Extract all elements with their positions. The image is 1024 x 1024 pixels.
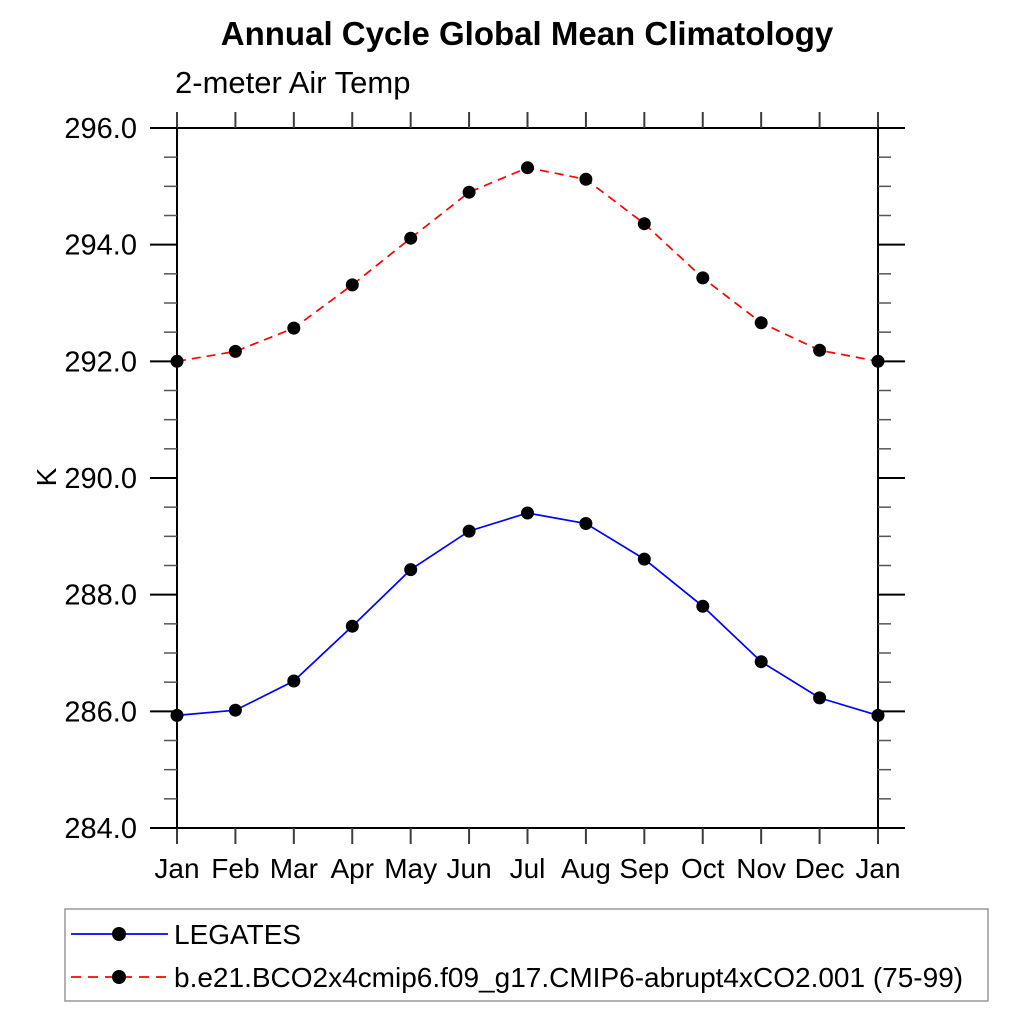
y-tick-label: 286.0 — [64, 696, 137, 728]
legend-box — [64, 908, 989, 1002]
plot-border — [176, 127, 879, 829]
y-tick-label: 290.0 — [64, 463, 137, 495]
x-tick-label: Nov — [736, 853, 786, 884]
data-point-marker — [170, 354, 184, 368]
legend-label-legates: LEGATES — [174, 919, 301, 950]
x-tick-label: Feb — [211, 853, 259, 884]
x-tick-label: Apr — [330, 853, 374, 884]
data-point-marker — [813, 343, 827, 357]
data-point-marker — [404, 231, 418, 245]
data-point-marker — [871, 354, 885, 368]
plot-series — [170, 161, 885, 722]
data-point-marker — [462, 185, 476, 199]
y-tick-label: 294.0 — [64, 230, 137, 262]
x-tick-label: Sep — [619, 853, 669, 884]
x-tick-label: Dec — [795, 853, 845, 884]
chart-subtitle: 2-meter Air Temp — [175, 65, 410, 100]
y-axis-label: K — [31, 467, 62, 486]
data-point-marker — [170, 708, 184, 722]
chart-title: Annual Cycle Global Mean Climatology — [221, 15, 834, 52]
data-point-marker — [696, 271, 710, 285]
series-line-1 — [176, 166, 879, 363]
x-tick-label: Jul — [510, 853, 546, 884]
data-point-marker — [345, 619, 359, 633]
data-point-marker — [521, 506, 534, 520]
data-point-marker — [637, 217, 651, 231]
legend: LEGATES b.e21.BCO2x4cmip6.f09_g17.CMIP6-… — [64, 908, 989, 1002]
x-tick-label: Jun — [447, 853, 492, 884]
data-point-marker — [228, 703, 242, 717]
legend-marker-legates-icon — [112, 927, 126, 941]
x-tick-label: May — [384, 853, 437, 884]
x-tick-label: Jan — [154, 853, 199, 884]
data-point-marker — [871, 708, 885, 722]
y-tick-label: 288.0 — [64, 580, 137, 612]
legend-marker-model-icon — [112, 970, 126, 984]
data-point-marker — [579, 172, 593, 186]
x-tick-label: Aug — [561, 853, 611, 884]
y-tick-label: 296.0 — [64, 113, 137, 145]
x-tick-label: Jan — [855, 853, 900, 884]
data-point-marker — [754, 316, 768, 330]
x-tick-label: Mar — [270, 853, 318, 884]
data-point-marker — [287, 674, 301, 688]
y-tick-label: 284.0 — [64, 813, 137, 845]
data-point-marker — [404, 563, 418, 577]
data-point-marker — [345, 278, 359, 292]
x-tick-label: Oct — [681, 853, 725, 884]
data-point-marker — [521, 161, 534, 175]
data-point-marker — [696, 599, 710, 613]
data-point-marker — [813, 691, 827, 705]
data-point-marker — [228, 344, 242, 358]
legend-label-model: b.e21.BCO2x4cmip6.f09_g17.CMIP6-abrupt4x… — [174, 962, 963, 993]
plot-axes: Jan Feb Mar Apr May Jun Jul Aug Sep Oct Nov Dec Jan 2… — [64, 112, 905, 884]
data-point-marker — [754, 655, 768, 669]
data-point-marker — [637, 552, 651, 566]
data-point-marker — [579, 517, 593, 530]
data-point-marker — [462, 524, 476, 538]
series-line-0 — [176, 512, 879, 717]
data-point-marker — [287, 321, 301, 335]
y-tick-label: 292.0 — [64, 346, 137, 378]
